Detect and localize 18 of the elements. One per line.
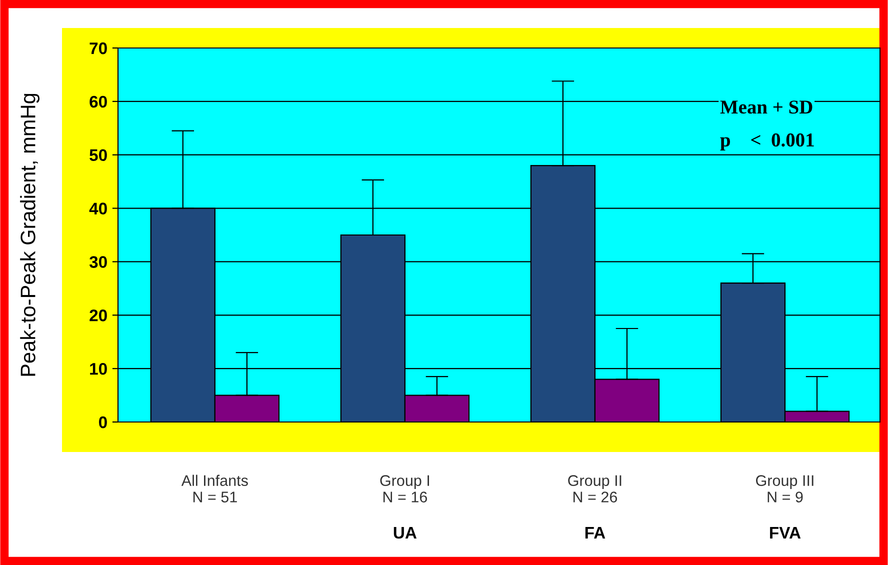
x-tick-label: Group I N = 16 bbox=[380, 475, 430, 502]
y-tick-label: 50 bbox=[90, 149, 107, 162]
annotation: p < 0.001 bbox=[720, 133, 814, 151]
y-axis-title: Peak-to-Peak Gradient, mmHg bbox=[20, 94, 40, 376]
annotation: Mean + SD bbox=[720, 100, 812, 114]
y-tick-label: 40 bbox=[89, 202, 107, 214]
text: FVA bbox=[770, 527, 801, 539]
x-tick-label: Group II N = 26 bbox=[568, 475, 622, 502]
y-tick-label: 70 bbox=[90, 42, 107, 54]
text: UA bbox=[394, 527, 417, 539]
y-tick-label: 20 bbox=[90, 310, 107, 322]
y-tick-label: 60 bbox=[90, 96, 107, 108]
y-tick-label: 30 bbox=[89, 256, 107, 268]
y-tick-label: 0 bbox=[98, 416, 107, 428]
x-tick-label: All Infants N = 51 bbox=[181, 474, 248, 502]
x-tick-label: Group III N = 9 bbox=[756, 475, 814, 502]
text: FA bbox=[585, 527, 606, 539]
y-tick-label: 10 bbox=[90, 362, 107, 375]
